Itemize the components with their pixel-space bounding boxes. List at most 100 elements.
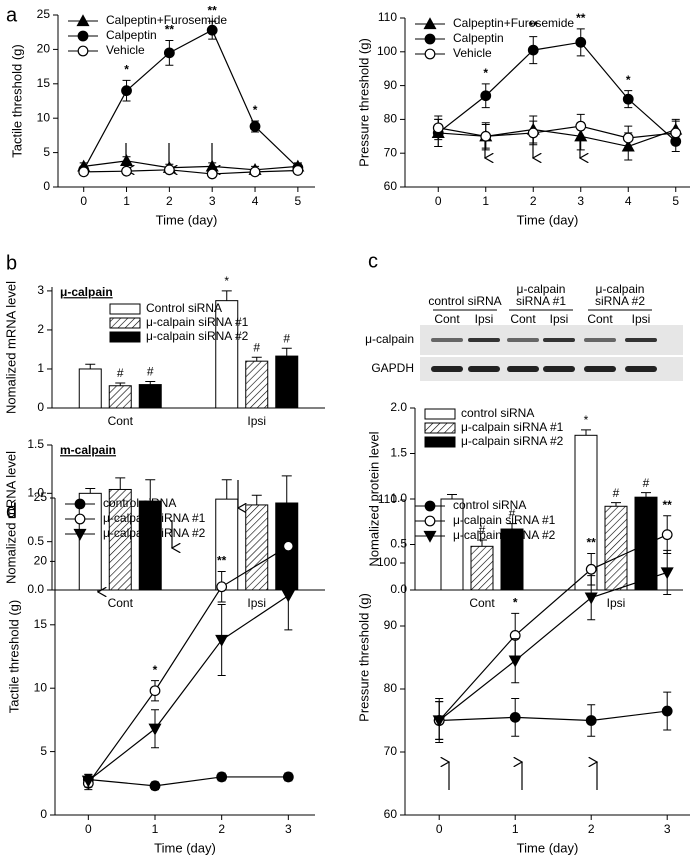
band (507, 366, 539, 372)
point (81, 775, 95, 788)
annotation: # (253, 340, 260, 354)
annotation: # (613, 486, 620, 500)
point (282, 771, 294, 783)
x-tick-label: 2 (218, 822, 225, 836)
y-tick-label: 1 (37, 361, 44, 375)
point (216, 771, 228, 783)
series-line (438, 128, 676, 148)
annotation: # (147, 365, 154, 379)
point (216, 581, 228, 593)
band (584, 366, 616, 372)
point (432, 122, 444, 134)
band (468, 366, 500, 372)
legend-label: Vehicle (106, 43, 145, 57)
series-line (87, 545, 289, 784)
error-bar (221, 290, 232, 301)
point (480, 90, 492, 102)
y-tick-label: 100 (377, 44, 397, 58)
y-tick-label: 1.0 (27, 486, 44, 500)
panel-label: a (6, 4, 18, 26)
point (149, 685, 161, 697)
annotation: # (283, 331, 290, 345)
point (148, 723, 162, 736)
x-tick-label: Ipsi (247, 596, 266, 610)
series-line (87, 595, 289, 782)
y-tick-label: 90 (384, 618, 398, 632)
error-bar (221, 479, 232, 500)
y-tick-label: 80 (384, 112, 398, 126)
annotation: ** (165, 23, 175, 37)
legend-marker (74, 498, 86, 510)
x-tick-label: 3 (664, 822, 671, 836)
legend-marker (77, 30, 89, 42)
legend-marker (423, 530, 437, 543)
x-tick-label: 0 (85, 822, 92, 836)
legend-label: μ-calpain siRNA #2 (461, 434, 564, 448)
x-tick-label: Ipsi (247, 414, 266, 428)
series-line (438, 534, 668, 721)
point (670, 127, 682, 139)
band (584, 338, 616, 342)
y-tick-label: 3 (37, 283, 44, 297)
legend-label: μ-calpain siRNA #1 (461, 420, 564, 434)
y-axis-label: Nomalized mRNA level (3, 281, 18, 414)
x-tick-label: Cont (108, 596, 134, 610)
y-tick-label: 10 (37, 110, 51, 124)
annotation: * (253, 103, 258, 117)
point (660, 567, 674, 580)
y-tick-label: 60 (384, 807, 398, 821)
point (206, 168, 218, 180)
y-tick-label: 2.0 (390, 400, 407, 414)
point (206, 24, 218, 36)
y-tick-label: 100 (377, 555, 397, 569)
blot-group-label: μ-calpain (596, 282, 645, 296)
error-bar (115, 382, 126, 386)
x-axis-label: Time (day) (156, 212, 218, 227)
annotation: * (513, 596, 518, 610)
point (661, 529, 673, 541)
point (622, 132, 634, 144)
bar (275, 355, 299, 409)
error-bar (251, 356, 262, 362)
y-axis-label: Pressure threshold (g) (356, 38, 371, 167)
y-tick-label: 110 (378, 10, 397, 24)
lane-label: Ipsi (475, 312, 494, 326)
y-axis-label: Nomalized protein level (366, 431, 381, 566)
legend-swatch (424, 422, 456, 434)
chart-title: μ-calpain (60, 285, 113, 299)
band (625, 338, 657, 342)
arrows (98, 132, 597, 790)
x-axis-label: Time (day) (154, 840, 216, 855)
series-line (438, 571, 668, 721)
bar (138, 384, 162, 409)
x-tick-label: 2 (530, 194, 537, 208)
x-tick-label: 0 (436, 822, 443, 836)
legend-label: Calpeptin+Furosemide (453, 16, 574, 30)
x-tick-label: 3 (577, 194, 584, 208)
x-axis-label: Time (day) (517, 840, 579, 855)
band (431, 338, 463, 342)
y-tick-label: 0 (37, 400, 44, 414)
panel-label: c (368, 250, 378, 272)
error-bar (251, 494, 262, 505)
legend-label: Calpeptin (453, 31, 504, 45)
legend-label: μ-calpain siRNA #2 (103, 526, 206, 540)
error-bar (85, 363, 96, 369)
y-tick-label: 0 (40, 807, 47, 821)
y-tick-label: 25 (37, 7, 51, 21)
point (622, 93, 634, 105)
legend-swatch (109, 317, 141, 329)
legend-label: control siRNA (453, 498, 526, 512)
legend-marker (424, 515, 436, 527)
point (121, 85, 132, 97)
lane-label: Ipsi (550, 312, 569, 326)
legend-marker (77, 45, 89, 57)
bar (245, 360, 269, 409)
legend-label: Calpeptin+Furosemide (106, 13, 227, 27)
series-line (83, 160, 298, 171)
lane-label: Cont (434, 312, 460, 326)
error-bar (447, 493, 457, 499)
point (575, 36, 587, 48)
point (120, 154, 134, 166)
y-tick-label: 110 (378, 492, 397, 506)
